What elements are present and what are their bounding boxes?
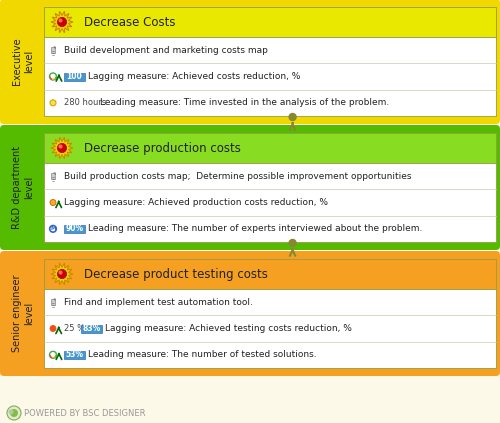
FancyBboxPatch shape [0, 0, 500, 124]
FancyBboxPatch shape [64, 72, 85, 80]
Text: R&D department
level: R&D department level [12, 146, 34, 229]
FancyBboxPatch shape [44, 163, 496, 242]
Circle shape [7, 406, 21, 420]
Circle shape [50, 73, 56, 80]
Circle shape [58, 143, 66, 153]
FancyBboxPatch shape [44, 37, 496, 116]
FancyBboxPatch shape [64, 351, 85, 359]
Polygon shape [54, 299, 56, 301]
FancyBboxPatch shape [44, 7, 496, 37]
Circle shape [50, 326, 56, 332]
Wedge shape [50, 355, 52, 358]
Polygon shape [51, 263, 73, 285]
Wedge shape [52, 357, 55, 358]
Text: POWERED BY BSC DESIGNER: POWERED BY BSC DESIGNER [24, 409, 146, 418]
Text: 90%: 90% [66, 224, 84, 233]
FancyBboxPatch shape [0, 251, 500, 376]
Circle shape [289, 113, 296, 121]
Text: Senior engineer
level: Senior engineer level [12, 275, 34, 352]
Text: Leading measure: The number of experts interviewed about the problem.: Leading measure: The number of experts i… [88, 224, 422, 233]
Text: Lagging measure: Achieved costs reduction, %: Lagging measure: Achieved costs reductio… [88, 72, 300, 81]
Text: M: M [50, 226, 56, 231]
Text: Lagging measure: Achieved production costs reduction, %: Lagging measure: Achieved production cos… [64, 198, 328, 207]
Text: 83%: 83% [82, 324, 101, 333]
Circle shape [58, 17, 66, 27]
FancyBboxPatch shape [50, 47, 56, 53]
Wedge shape [54, 77, 56, 79]
Circle shape [289, 239, 296, 247]
Circle shape [50, 100, 56, 106]
Text: Decrease Costs: Decrease Costs [84, 16, 176, 28]
Text: Decrease product testing costs: Decrease product testing costs [84, 267, 268, 280]
Text: 100: 100 [66, 72, 82, 81]
Text: Find and implement test automation tool.: Find and implement test automation tool. [64, 298, 253, 307]
Circle shape [50, 200, 56, 206]
Polygon shape [54, 47, 56, 49]
FancyBboxPatch shape [44, 289, 496, 368]
FancyBboxPatch shape [81, 324, 102, 332]
Text: Decrease production costs: Decrease production costs [84, 142, 241, 154]
Text: 25 %: 25 % [64, 324, 85, 333]
FancyBboxPatch shape [44, 259, 496, 289]
Text: 280 hours: 280 hours [64, 98, 106, 107]
FancyBboxPatch shape [50, 173, 56, 179]
Wedge shape [50, 77, 52, 80]
Text: Lagging measure: Achieved testing costs reduction, %: Lagging measure: Achieved testing costs … [105, 324, 352, 333]
Text: Build production costs map;  Determine possible improvement opportunities: Build production costs map; Determine po… [64, 172, 412, 181]
FancyBboxPatch shape [64, 225, 85, 233]
FancyBboxPatch shape [50, 299, 56, 305]
FancyBboxPatch shape [44, 133, 496, 163]
Wedge shape [54, 355, 56, 357]
Text: 53%: 53% [66, 350, 84, 359]
Text: Build development and marketing costs map: Build development and marketing costs ma… [64, 46, 268, 55]
FancyBboxPatch shape [0, 125, 500, 250]
Polygon shape [54, 173, 56, 175]
Circle shape [10, 409, 18, 417]
Circle shape [50, 352, 56, 358]
Text: Executive
level: Executive level [12, 38, 34, 85]
Text: Leading measure: Time invested in the analysis of the problem.: Leading measure: Time invested in the an… [100, 98, 390, 107]
Text: Leading measure: The number of tested solutions.: Leading measure: The number of tested so… [88, 350, 316, 359]
Polygon shape [51, 11, 73, 33]
Circle shape [50, 225, 56, 232]
Polygon shape [51, 137, 73, 159]
Circle shape [8, 409, 14, 415]
Wedge shape [52, 78, 55, 80]
Circle shape [58, 269, 66, 279]
